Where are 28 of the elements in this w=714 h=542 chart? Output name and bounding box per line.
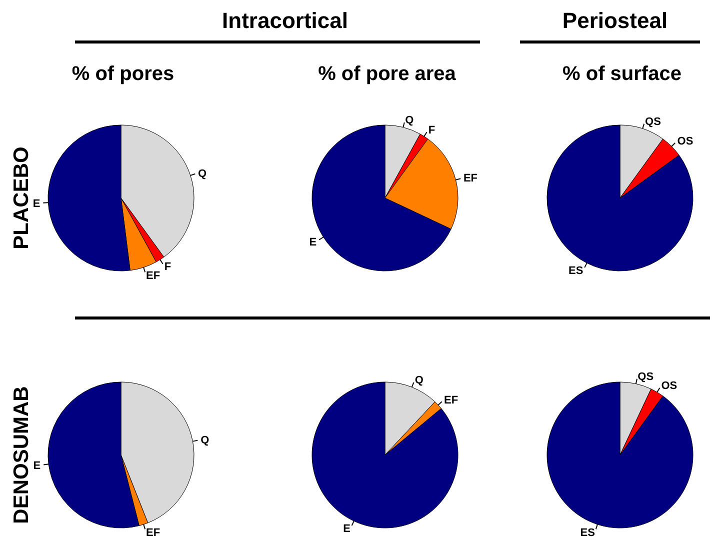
slice-label: EF — [444, 394, 458, 406]
slice-label: OS — [677, 136, 694, 148]
slice-label: ES — [568, 265, 584, 278]
slice-label: EF — [146, 270, 160, 282]
slice-label: F — [428, 124, 436, 136]
slice-label: ES — [580, 526, 595, 539]
slice-label: E — [33, 460, 41, 472]
text: Intracortical — [222, 8, 348, 33]
slice-label: QS — [638, 370, 654, 383]
slice-label: Q — [414, 374, 424, 387]
slice-label: E — [32, 198, 40, 210]
slice-label: Q — [198, 168, 208, 180]
slice-label: F — [164, 261, 172, 274]
chart-title: % of pore area — [318, 63, 457, 85]
slice-label: OS — [661, 380, 678, 392]
text: PLACEBO — [10, 146, 33, 250]
chart-title: % of surface — [562, 63, 682, 85]
pie-slice — [546, 382, 694, 528]
slice-label: EF — [463, 172, 478, 185]
text: Periosteal — [562, 8, 668, 33]
slice-label: Q — [200, 434, 210, 447]
slice-label: E — [343, 523, 351, 536]
slice-label: EF — [146, 526, 160, 539]
slice-label: E — [309, 236, 317, 248]
chart-title: % of pores — [72, 63, 174, 85]
slice-label: QS — [645, 116, 661, 128]
slice-label: Q — [405, 114, 414, 126]
text: DENOSUMAB — [10, 386, 33, 524]
